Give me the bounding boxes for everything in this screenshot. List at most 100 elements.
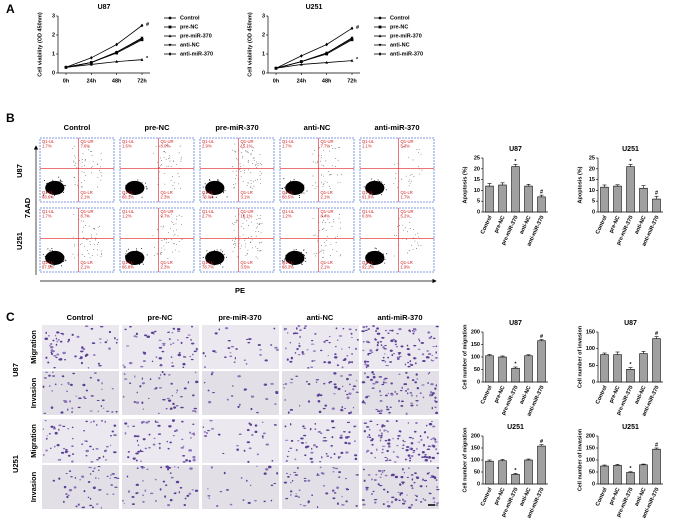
stained-cell [340, 451, 344, 454]
bar [652, 198, 661, 213]
stained-cell [90, 421, 92, 424]
y-tick-label: 0 [262, 70, 265, 76]
event-dot [52, 184, 54, 186]
event-dot [130, 186, 132, 188]
event-dot [126, 250, 128, 252]
event-dot [215, 258, 217, 260]
stained-cell [289, 408, 294, 411]
event-dot [251, 163, 253, 164]
stained-cell [97, 466, 101, 468]
event-dot [322, 149, 324, 151]
event-dot [211, 184, 213, 186]
stained-cell [243, 388, 248, 391]
stained-cell [115, 341, 118, 344]
event-dot [337, 159, 339, 161]
event-dot [132, 181, 134, 183]
stained-cell [287, 450, 290, 452]
stained-cell [349, 383, 351, 386]
stained-cell [98, 489, 102, 491]
stained-cell [333, 393, 336, 395]
stained-cell [127, 450, 130, 453]
series-marker [140, 36, 144, 40]
legend-label: pre-miR-370 [390, 33, 422, 39]
event-dot [62, 184, 64, 186]
legend-marker [378, 43, 382, 47]
stained-cell [411, 487, 414, 489]
stained-cell [434, 441, 438, 443]
event-dot [100, 250, 102, 252]
x-tick-label: Control [480, 215, 494, 236]
stained-cell [381, 445, 386, 447]
y-tick-label: 20 [474, 166, 480, 172]
event-dot [53, 184, 55, 186]
event-dot [202, 186, 204, 188]
event-dot [250, 180, 252, 181]
bar [613, 354, 622, 383]
stained-cell [187, 334, 191, 336]
stained-cell [316, 474, 320, 476]
event-dot [244, 246, 246, 248]
event-dot [369, 193, 371, 195]
stained-cell [379, 429, 381, 432]
stained-cell [287, 475, 290, 478]
stained-cell [344, 407, 346, 410]
stained-cell [381, 359, 385, 362]
event-dot [207, 191, 209, 193]
stained-cell [123, 365, 126, 369]
legend-label: anti-NC [390, 42, 410, 48]
event-dot [297, 185, 299, 187]
stained-cell [282, 384, 285, 386]
stained-cell [294, 352, 297, 354]
event-dot [57, 259, 59, 261]
quadrant-value: 1.7% [42, 144, 52, 149]
event-dot [130, 252, 132, 254]
quadrant-name: Q1-LR [400, 260, 412, 265]
event-dot [216, 190, 218, 192]
stained-cell [336, 502, 339, 505]
event-dot [216, 249, 218, 251]
column-header: pre-NC [144, 123, 170, 132]
stained-cell [98, 365, 102, 367]
stained-cell [162, 344, 166, 346]
stained-cell [136, 439, 139, 442]
event-dot [53, 187, 55, 189]
bar [626, 166, 635, 213]
event-dot [81, 159, 83, 160]
stained-cell [170, 476, 174, 479]
stained-cell [69, 383, 73, 386]
stained-cell [85, 449, 89, 453]
bar [613, 464, 622, 485]
stained-cell [64, 359, 67, 361]
stained-cell [44, 337, 49, 341]
event-dot [322, 256, 324, 258]
event-dot [81, 220, 82, 222]
stained-cell [378, 434, 380, 437]
event-dot [381, 183, 383, 185]
event-dot [417, 242, 419, 244]
stained-cell [325, 492, 329, 495]
y-tick-label: 2 [52, 32, 55, 38]
series-line [275, 39, 353, 69]
event-dot [62, 185, 64, 187]
stained-cell [125, 345, 130, 347]
stained-cell [398, 328, 402, 331]
stained-cell [259, 354, 263, 356]
event-dot [421, 169, 423, 171]
quadrant-value: 92.1% [362, 265, 374, 270]
event-dot [289, 180, 291, 182]
event-dot [378, 184, 380, 186]
event-dot [51, 189, 53, 191]
event-dot [394, 178, 396, 180]
event-dot [339, 222, 341, 224]
event-dot [243, 215, 244, 217]
event-dot [260, 232, 262, 234]
stained-cell [422, 396, 425, 399]
event-dot [50, 196, 52, 198]
event-dot [220, 249, 222, 251]
stained-cell [230, 394, 234, 397]
event-dot [291, 260, 293, 262]
event-dot [211, 185, 213, 187]
stained-cell [366, 376, 370, 379]
event-dot [140, 253, 142, 255]
y-axis-label: Cell viability (OD 450nm) [37, 12, 43, 77]
